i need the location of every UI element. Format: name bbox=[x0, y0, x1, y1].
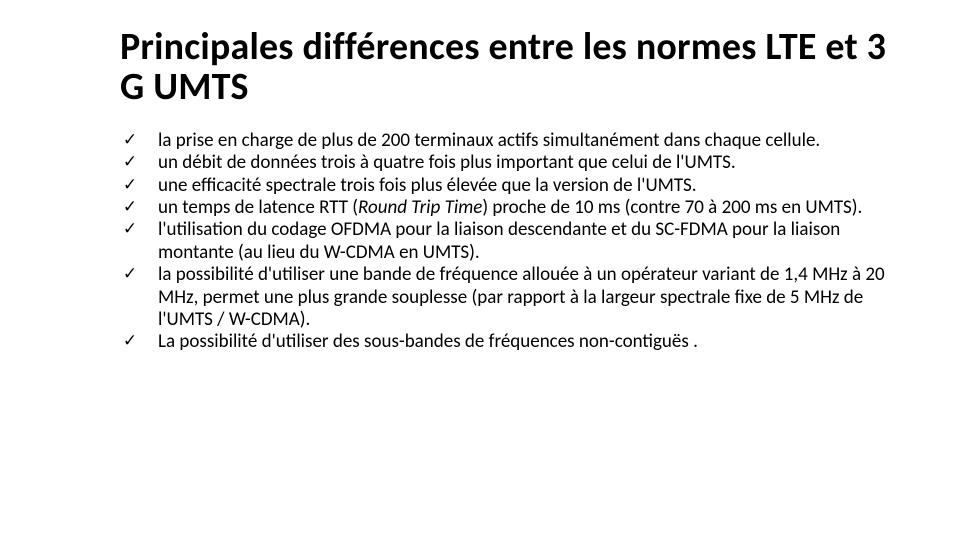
list-item: ✓ une efficacité spectrale trois fois pl… bbox=[120, 175, 890, 197]
check-icon: ✓ bbox=[120, 331, 140, 351]
bullet-text: la possibilité d'utiliser une bande de f… bbox=[158, 263, 885, 331]
bullet-text: un temps de latence RTT (Round Trip Time… bbox=[158, 196, 862, 219]
bullet-text: La possibilité d'utiliser des sous-bande… bbox=[158, 330, 698, 353]
bullet-text: la prise en charge de plus de 200 termin… bbox=[158, 129, 820, 152]
list-item: ✓ un débit de données trois à quatre foi… bbox=[120, 152, 890, 174]
check-icon: ✓ bbox=[120, 197, 140, 217]
bullet-list: ✓ la prise en charge de plus de 200 term… bbox=[120, 130, 890, 354]
list-item: ✓ la possibilité d'utiliser une bande de… bbox=[120, 264, 890, 331]
check-icon: ✓ bbox=[120, 264, 140, 284]
check-icon: ✓ bbox=[120, 219, 140, 239]
list-item: ✓ l'utilisation du codage OFDMA pour la … bbox=[120, 219, 890, 264]
check-icon: ✓ bbox=[120, 152, 140, 172]
check-icon: ✓ bbox=[120, 130, 140, 150]
list-item: ✓ la prise en charge de plus de 200 term… bbox=[120, 130, 890, 152]
slide: Principales différences entre les normes… bbox=[0, 0, 960, 540]
list-item: ✓ un temps de latence RTT (Round Trip Ti… bbox=[120, 197, 890, 219]
check-icon: ✓ bbox=[120, 175, 140, 195]
bullet-text: l'utilisation du codage OFDMA pour la li… bbox=[158, 218, 840, 263]
slide-title: Principales différences entre les normes… bbox=[120, 28, 890, 108]
bullet-text: une efficacité spectrale trois fois plus… bbox=[158, 174, 697, 197]
list-item: ✓ La possibilité d'utiliser des sous-ban… bbox=[120, 331, 890, 353]
bullet-text: un débit de données trois à quatre fois … bbox=[158, 151, 736, 174]
